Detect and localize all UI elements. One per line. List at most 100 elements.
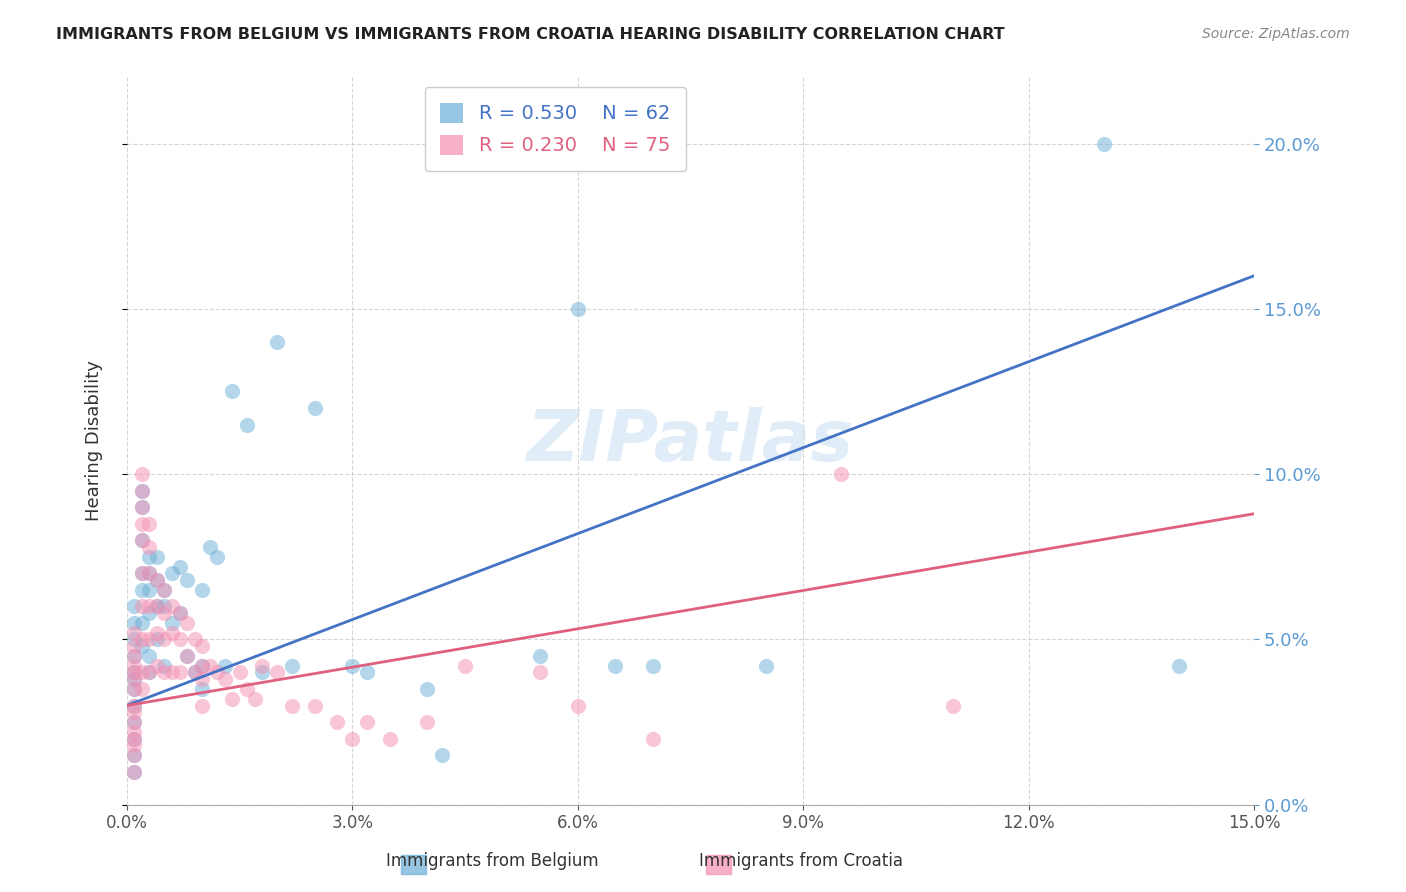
Immigrants from Croatia [153,606,176,620]
Immigrants from Croatia [153,665,176,680]
Immigrants from Belgium [1092,136,1115,151]
Immigrants from Croatia [228,665,250,680]
Immigrants from Croatia [131,483,153,498]
Immigrants from Croatia [131,467,153,482]
Immigrants from Croatia [342,731,364,746]
Immigrants from Belgium [138,648,160,663]
Immigrants from Croatia [243,692,266,706]
Immigrants from Belgium [1167,658,1189,673]
Immigrants from Belgium [124,764,146,779]
Immigrants from Belgium [191,681,214,696]
Immigrants from Belgium [304,401,326,415]
Immigrants from Belgium [124,698,146,713]
Immigrants from Belgium [131,639,153,653]
Immigrants from Croatia [183,665,205,680]
Immigrants from Belgium [124,672,146,686]
Immigrants from Belgium [131,582,153,597]
Immigrants from Croatia [221,692,243,706]
Immigrants from Croatia [160,665,183,680]
Immigrants from Belgium [605,658,627,673]
Immigrants from Croatia [124,705,146,719]
Immigrants from Croatia [191,639,214,653]
Immigrants from Belgium [138,566,160,581]
Immigrants from Croatia [454,658,477,673]
Immigrants from Belgium [138,665,160,680]
Immigrants from Croatia [160,625,183,640]
Immigrants from Croatia [176,615,198,630]
Immigrants from Croatia [124,648,146,663]
Immigrants from Belgium [169,606,191,620]
Immigrants from Croatia [326,714,349,729]
Immigrants from Croatia [124,725,146,739]
Text: Immigrants from Croatia: Immigrants from Croatia [699,852,904,870]
Immigrants from Belgium [432,748,454,763]
Immigrants from Croatia [124,748,146,763]
Immigrants from Croatia [183,632,205,647]
Immigrants from Croatia [830,467,852,482]
Immigrants from Belgium [160,566,183,581]
Immigrants from Croatia [124,764,146,779]
Immigrants from Belgium [191,658,214,673]
Immigrants from Croatia [356,714,378,729]
Immigrants from Croatia [124,714,146,729]
Immigrants from Belgium [221,384,243,399]
Immigrants from Belgium [124,632,146,647]
Text: Immigrants from Belgium: Immigrants from Belgium [385,852,599,870]
Legend: R = 0.530    N = 62, R = 0.230    N = 75: R = 0.530 N = 62, R = 0.230 N = 75 [425,87,686,171]
Immigrants from Belgium [529,648,551,663]
Immigrants from Belgium [567,301,589,316]
Immigrants from Croatia [124,672,146,686]
Immigrants from Croatia [138,566,160,581]
Immigrants from Croatia [250,658,273,673]
Immigrants from Belgium [266,334,288,349]
Immigrants from Croatia [378,731,401,746]
Immigrants from Belgium [214,658,236,673]
Immigrants from Croatia [124,681,146,696]
Immigrants from Croatia [138,540,160,554]
Immigrants from Croatia [131,500,153,515]
Immigrants from Croatia [169,665,191,680]
Immigrants from Croatia [138,599,160,614]
Immigrants from Croatia [153,632,176,647]
Immigrants from Croatia [214,672,236,686]
Text: IMMIGRANTS FROM BELGIUM VS IMMIGRANTS FROM CROATIA HEARING DISABILITY CORRELATIO: IMMIGRANTS FROM BELGIUM VS IMMIGRANTS FR… [56,27,1005,42]
Immigrants from Belgium [205,549,228,564]
Immigrants from Croatia [146,573,169,587]
Immigrants from Croatia [131,681,153,696]
Immigrants from Belgium [131,483,153,498]
Immigrants from Croatia [169,632,191,647]
Immigrants from Belgium [124,665,146,680]
Immigrants from Belgium [342,658,364,673]
Immigrants from Belgium [250,665,273,680]
Immigrants from Croatia [567,698,589,713]
Immigrants from Croatia [124,665,146,680]
Immigrants from Belgium [131,500,153,515]
Immigrants from Belgium [183,665,205,680]
Immigrants from Belgium [356,665,378,680]
Immigrants from Croatia [191,672,214,686]
Immigrants from Belgium [153,658,176,673]
Immigrants from Croatia [124,639,146,653]
Immigrants from Belgium [124,731,146,746]
Immigrants from Belgium [131,615,153,630]
Immigrants from Croatia [131,665,153,680]
Immigrants from Croatia [131,632,153,647]
Immigrants from Croatia [205,665,228,680]
Immigrants from Belgium [153,599,176,614]
Y-axis label: Hearing Disability: Hearing Disability [86,360,103,522]
Immigrants from Belgium [281,658,304,673]
Immigrants from Belgium [198,540,221,554]
Immigrants from Croatia [124,738,146,752]
Immigrants from Belgium [138,582,160,597]
Immigrants from Croatia [529,665,551,680]
Immigrants from Croatia [281,698,304,713]
Immigrants from Croatia [131,516,153,531]
Immigrants from Croatia [124,658,146,673]
Immigrants from Belgium [146,632,169,647]
Immigrants from Belgium [131,533,153,548]
Immigrants from Croatia [198,658,221,673]
Immigrants from Croatia [191,658,214,673]
Immigrants from Belgium [176,648,198,663]
Immigrants from Croatia [138,516,160,531]
Immigrants from Croatia [304,698,326,713]
